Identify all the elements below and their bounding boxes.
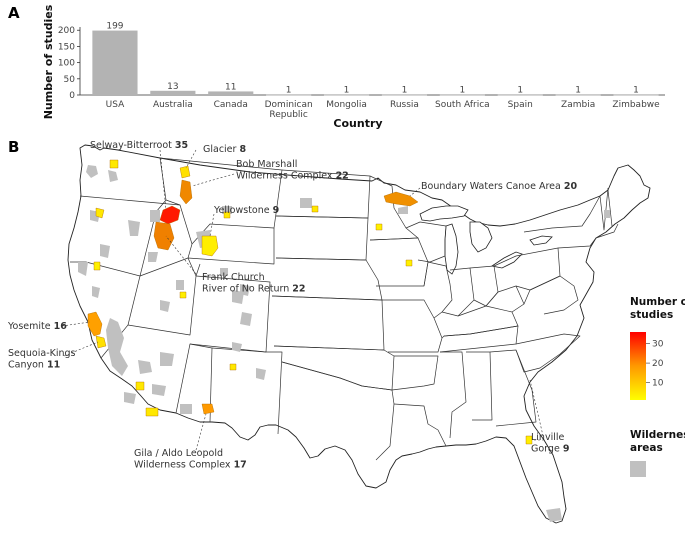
color-legend-tick: 20: [652, 359, 664, 369]
x-tick-label: Canada: [214, 100, 248, 110]
data-label: 1: [402, 86, 408, 96]
bar: [323, 94, 370, 96]
color-legend-ticks: 10 20 30: [646, 340, 664, 389]
color-legend-tick: 30: [652, 340, 664, 350]
bar: [497, 94, 543, 96]
study-areas: [87, 159, 533, 445]
wilderness-legend-swatch: [630, 461, 646, 477]
callout-bob-marshall: Bob Marshall Wilderness Complex 22: [236, 159, 349, 182]
area-gila: [201, 403, 215, 415]
x-axis-title: Country: [333, 117, 382, 130]
area-yosemite: [87, 311, 103, 337]
callout-boundary-waters: Boundary Waters Canoe Area 20: [421, 181, 577, 192]
x-tick-label: South Africa: [435, 100, 490, 110]
area-yellowstone: [201, 235, 219, 257]
data-label: 1: [459, 86, 465, 96]
bar: [439, 94, 485, 96]
callout-gila: Gila / Aldo Leopold Wilderness Complex 17: [134, 448, 247, 471]
x-tick-label: Russia: [390, 100, 419, 110]
lake-huron: [469, 221, 493, 253]
x-ticks: USA Australia Canada Dominican Republic Mongo…: [106, 100, 661, 120]
y-tick-label: 0: [69, 91, 75, 101]
color-legend-bar: [630, 332, 646, 400]
bar: [381, 94, 428, 96]
data-label: 11: [225, 82, 236, 92]
lake-superior: [419, 205, 469, 222]
area-linville-gorge: [525, 435, 533, 445]
panel-letter-b: B: [8, 138, 19, 156]
x-tick-label: Dominican Republic: [265, 100, 313, 120]
callout-selway-bitterroot: Selway-Bitterroot 35: [90, 140, 188, 151]
bar: [92, 30, 138, 95]
data-label: 1: [575, 86, 581, 96]
lake-ontario: [529, 235, 553, 246]
y-tick-label: 100: [58, 59, 75, 69]
bar-chart: Number of studies Country 0 50 100 150 200 U…: [42, 4, 665, 130]
y-tick-label: 200: [58, 26, 75, 36]
bar: [613, 94, 659, 96]
bar: [555, 94, 601, 96]
callouts: Selway-Bitterroot 35 Glacier 8 Bob Marshal…: [7, 140, 577, 471]
bar: [208, 91, 254, 95]
bar: [150, 90, 196, 95]
panel-letter-a: A: [8, 4, 20, 22]
x-tick-label: Zambia: [561, 100, 595, 110]
data-label: 13: [167, 82, 178, 92]
area-boundary-waters: [383, 191, 419, 207]
y-ticks: 0 50 100 150 200: [58, 26, 80, 101]
callout-linville-gorge: Linville Gorge 9: [531, 432, 569, 455]
area-selway-bitterroot: [159, 205, 181, 225]
area-bob-marshall: [179, 179, 193, 205]
wilderness-legend: Wildernessareas: [630, 429, 685, 477]
data-label: 1: [633, 86, 639, 96]
us-map: Selway-Bitterroot 35 Glacier 8 Bob Marshal…: [7, 140, 651, 524]
area-frank-church: [153, 221, 175, 251]
data-label: 199: [106, 22, 123, 32]
y-tick-label: 150: [58, 42, 75, 52]
callout-glacier: Glacier 8: [203, 144, 246, 155]
data-label: 1: [286, 86, 292, 96]
data-label: 1: [344, 86, 350, 96]
x-tick-label: USA: [106, 100, 125, 110]
area-sequoia-kings: [95, 335, 107, 349]
bars: [92, 30, 659, 96]
callout-sequoia-kings: Sequoia-Kings Canyon 11: [8, 348, 76, 371]
y-tick-label: 50: [64, 75, 76, 85]
x-tick-label: Mongolia: [326, 100, 367, 110]
wilderness-legend-title: Wildernessareas: [630, 429, 685, 454]
x-tick-label: Zimbabwe: [612, 100, 660, 110]
x-tick-label: Australia: [153, 100, 193, 110]
color-legend-tick: 10: [652, 379, 664, 389]
data-label: 1: [517, 86, 523, 96]
callout-yellowstone: Yellowstone 9: [213, 205, 279, 216]
callout-frank-church: Frank Church River of No Return 22: [202, 272, 306, 295]
y-axis-title: Number of studies: [42, 4, 55, 119]
bar: [266, 94, 312, 96]
area-glacier: [179, 165, 191, 179]
callout-yosemite: Yosemite 16: [7, 321, 67, 332]
leader-lines: [61, 149, 545, 451]
x-tick-label: Spain: [508, 100, 533, 110]
